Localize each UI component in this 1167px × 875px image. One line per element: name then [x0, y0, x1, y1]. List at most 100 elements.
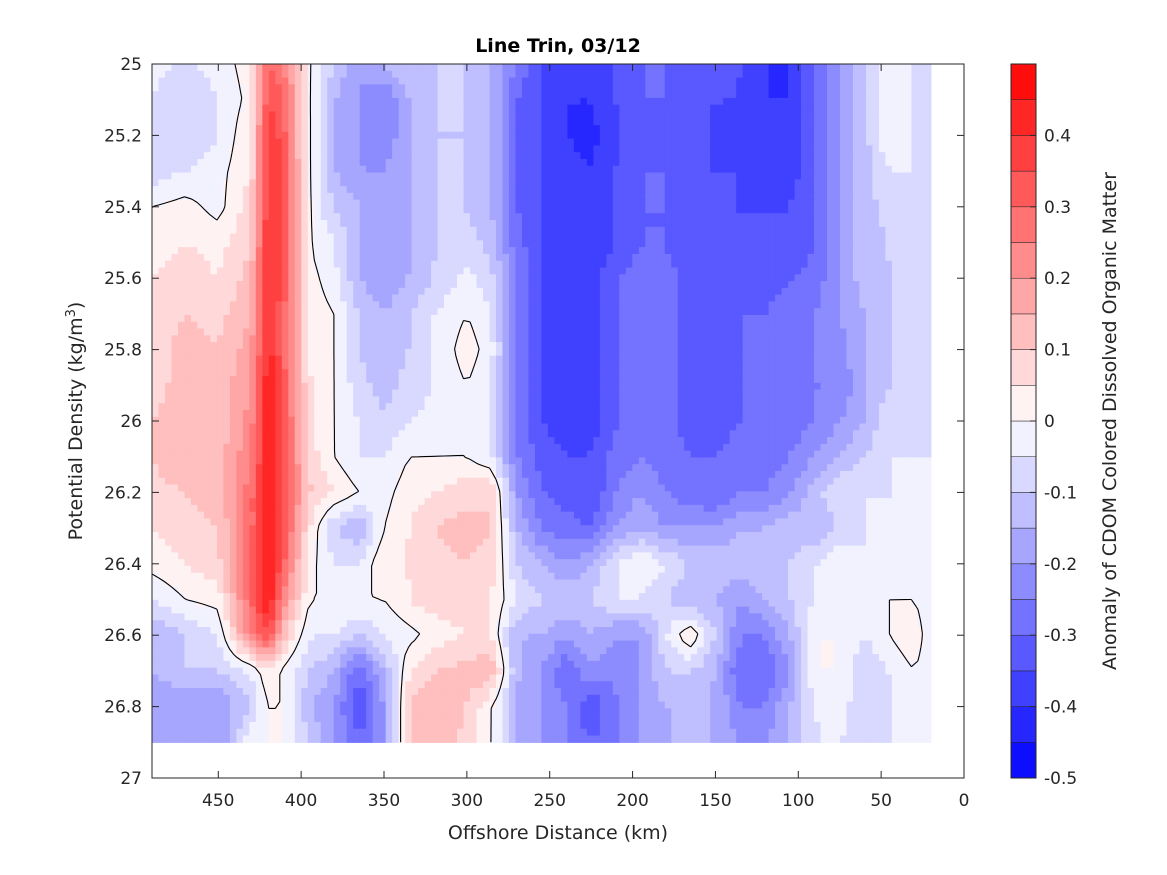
- heatmap-cell: [645, 179, 653, 187]
- heatmap-cell: [281, 213, 289, 221]
- heatmap-cell: [379, 97, 387, 106]
- heatmap-cell: [528, 267, 536, 275]
- heatmap-cell: [768, 158, 776, 167]
- heatmap-cell: [710, 247, 718, 255]
- heatmap-cell: [612, 308, 620, 316]
- heatmap-cell: [508, 301, 517, 309]
- heatmap-cell: [288, 84, 296, 92]
- heatmap-cell: [541, 226, 549, 235]
- heatmap-cell: [560, 267, 568, 275]
- heatmap-cell: [645, 192, 653, 201]
- heatmap-cell: [229, 91, 237, 99]
- heatmap-cell: [515, 158, 523, 167]
- heatmap-cell: [281, 342, 289, 350]
- heatmap-cell: [703, 233, 711, 241]
- heatmap-cell: [690, 206, 698, 214]
- heatmap-cell: [450, 91, 458, 99]
- heatmap-cell: [359, 321, 367, 330]
- heatmap-cell: [366, 145, 374, 153]
- heatmap-cell: [664, 145, 672, 153]
- heatmap-cell: [528, 77, 536, 85]
- heatmap-cell: [781, 233, 789, 241]
- heatmap-cell: [502, 152, 510, 160]
- heatmap-cell: [716, 226, 724, 235]
- heatmap-cell: [599, 267, 607, 275]
- heatmap-cell: [898, 328, 906, 336]
- heatmap-cell: [580, 70, 588, 79]
- heatmap-cell: [242, 186, 250, 194]
- heatmap-cell: [911, 267, 919, 275]
- heatmap-cell: [768, 308, 776, 316]
- heatmap-cell: [197, 274, 205, 282]
- heatmap-cell: [768, 111, 776, 119]
- heatmap-cell: [333, 111, 341, 119]
- heatmap-cell: [573, 125, 581, 133]
- heatmap-cell: [762, 179, 770, 187]
- heatmap-cell: [489, 165, 497, 174]
- heatmap-cell: [210, 70, 218, 79]
- heatmap-cell: [431, 70, 439, 79]
- heatmap-cell: [190, 97, 199, 106]
- heatmap-cell: [833, 165, 841, 174]
- heatmap-cell: [599, 321, 607, 330]
- heatmap-cell: [190, 294, 199, 302]
- heatmap-cell: [651, 172, 659, 180]
- heatmap-cell: [697, 308, 705, 316]
- heatmap-cell: [911, 206, 919, 214]
- heatmap-cell: [515, 253, 523, 262]
- heatmap-cell: [749, 274, 757, 282]
- heatmap-cell: [658, 267, 666, 275]
- heatmap-cell: [755, 77, 763, 85]
- heatmap-cell: [424, 145, 432, 153]
- heatmap-cell: [788, 64, 796, 72]
- heatmap-cell: [846, 328, 854, 336]
- heatmap-cell: [911, 213, 919, 221]
- heatmap-cell: [911, 260, 919, 269]
- heatmap-cell: [515, 165, 523, 174]
- heatmap-cell: [645, 111, 653, 119]
- heatmap-cell: [411, 253, 419, 262]
- heatmap-cell: [580, 91, 588, 99]
- heatmap-cell: [547, 335, 556, 343]
- heatmap-cell: [891, 247, 899, 255]
- heatmap-cell: [307, 247, 315, 255]
- heatmap-cell: [398, 104, 406, 113]
- heatmap-cell: [794, 213, 802, 221]
- heatmap-cell: [262, 226, 270, 235]
- heatmap-cell: [444, 192, 452, 201]
- heatmap-cell: [684, 138, 692, 146]
- heatmap-cell: [638, 233, 646, 241]
- heatmap-cell: [489, 260, 497, 269]
- heatmap-cell: [216, 158, 224, 167]
- heatmap-cell: [489, 192, 497, 201]
- heatmap-cell: [171, 240, 179, 248]
- heatmap-cell: [814, 240, 822, 248]
- heatmap-cell: [508, 91, 517, 99]
- heatmap-cell: [645, 253, 653, 262]
- heatmap-cell: [242, 165, 250, 174]
- heatmap-cell: [359, 125, 367, 133]
- heatmap-cell: [327, 342, 335, 350]
- heatmap-cell: [788, 314, 796, 323]
- heatmap-cell: [288, 328, 296, 336]
- heatmap-cell: [294, 308, 302, 316]
- heatmap-cell: [437, 226, 445, 235]
- heatmap-cell: [859, 131, 867, 140]
- heatmap-cell: [281, 158, 289, 167]
- heatmap-cell: [664, 240, 672, 248]
- heatmap-cell: [619, 260, 627, 269]
- heatmap-cell: [762, 274, 770, 282]
- heatmap-cell: [768, 64, 776, 72]
- heatmap-cell: [891, 240, 899, 248]
- heatmap-cell: [301, 125, 309, 133]
- heatmap-cell: [911, 253, 919, 262]
- heatmap-cell: [839, 294, 848, 302]
- heatmap-cell: [580, 152, 588, 160]
- heatmap-cell: [508, 267, 517, 275]
- heatmap-cell: [814, 152, 822, 160]
- heatmap-cell: [690, 70, 698, 79]
- heatmap-cell: [801, 158, 809, 167]
- heatmap-cell: [749, 64, 757, 72]
- heatmap-cell: [294, 274, 302, 282]
- heatmap-cell: [775, 179, 783, 187]
